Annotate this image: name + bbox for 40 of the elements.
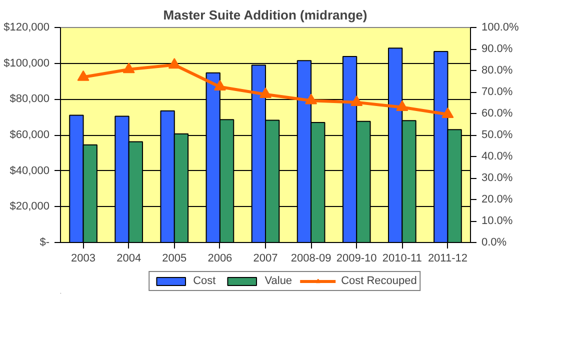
y2-tick-label: 40.0% bbox=[482, 150, 513, 162]
x-tick-label: 2011-12 bbox=[428, 252, 468, 264]
point bbox=[214, 80, 226, 91]
y-tick-label: $- bbox=[40, 236, 50, 248]
legend-label: Value bbox=[264, 275, 292, 287]
y2-tick-label: 50.0% bbox=[482, 129, 513, 141]
y2-tick-label: 10.0% bbox=[482, 215, 513, 227]
chart-title: Master Suite Addition (midrange) bbox=[163, 8, 368, 22]
point bbox=[260, 88, 272, 98]
x-tick-label: 2003 bbox=[71, 252, 96, 264]
y-tick-label: $40,000 bbox=[10, 164, 50, 177]
x-tick-label: 2009-10 bbox=[336, 252, 377, 264]
y-tick-label: $60,000 bbox=[10, 129, 50, 141]
y2-tick-label: 70.0% bbox=[482, 86, 513, 98]
x-tick-label: 2007 bbox=[253, 252, 278, 264]
point bbox=[168, 58, 180, 69]
point bbox=[77, 70, 90, 81]
x-tick-label: 2004 bbox=[116, 252, 142, 264]
y-tick-label: $120,000 bbox=[4, 22, 50, 34]
y-tick-label: $100,000 bbox=[4, 57, 50, 70]
y2-tick-label: 80.0% bbox=[482, 64, 513, 76]
point bbox=[122, 62, 135, 74]
y-tick-label: $20,000 bbox=[10, 200, 50, 213]
x-tick-label: 2005 bbox=[162, 252, 187, 264]
point bbox=[305, 94, 318, 104]
x-tick-label: 2010-11 bbox=[382, 252, 422, 264]
y-tick-label: $80,000 bbox=[10, 93, 50, 106]
y2-tick-label: 90.0% bbox=[482, 43, 513, 55]
point bbox=[350, 95, 363, 106]
y2-tick-label: 30.0% bbox=[482, 172, 513, 184]
point bbox=[442, 108, 454, 118]
x-tick-label: 2006 bbox=[208, 252, 232, 264]
y2-tick-label: 0.0% bbox=[482, 236, 507, 248]
y2-tick-label: 60.0% bbox=[482, 108, 513, 120]
legend-label: Cost bbox=[193, 275, 216, 287]
y2-tick-label: 100.0% bbox=[482, 22, 520, 34]
point bbox=[396, 100, 408, 111]
y2-tick-label: 20.0% bbox=[482, 194, 513, 206]
legend-label: Cost Recouped bbox=[341, 275, 417, 287]
x-tick-label: 2008-09 bbox=[290, 252, 332, 264]
